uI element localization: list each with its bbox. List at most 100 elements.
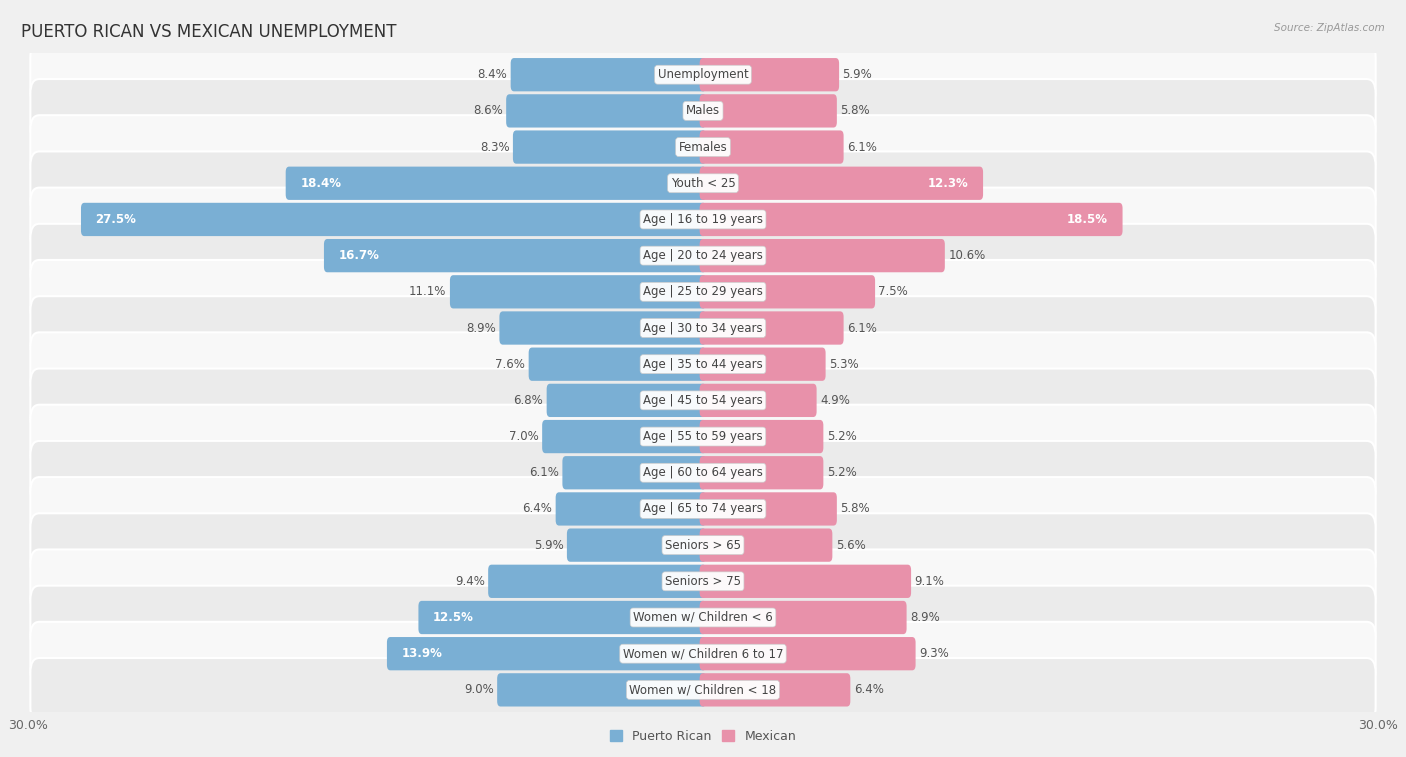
FancyBboxPatch shape — [700, 94, 837, 127]
FancyBboxPatch shape — [31, 188, 1375, 251]
Text: 5.2%: 5.2% — [827, 466, 856, 479]
Text: 6.8%: 6.8% — [513, 394, 543, 407]
FancyBboxPatch shape — [700, 384, 817, 417]
Text: Age | 16 to 19 years: Age | 16 to 19 years — [643, 213, 763, 226]
Text: 9.0%: 9.0% — [464, 684, 494, 696]
FancyBboxPatch shape — [700, 673, 851, 706]
Text: PUERTO RICAN VS MEXICAN UNEMPLOYMENT: PUERTO RICAN VS MEXICAN UNEMPLOYMENT — [21, 23, 396, 41]
FancyBboxPatch shape — [555, 492, 706, 525]
Text: Age | 35 to 44 years: Age | 35 to 44 years — [643, 358, 763, 371]
FancyBboxPatch shape — [700, 167, 983, 200]
Text: 5.3%: 5.3% — [830, 358, 859, 371]
FancyBboxPatch shape — [510, 58, 706, 92]
Text: 7.6%: 7.6% — [495, 358, 526, 371]
FancyBboxPatch shape — [450, 276, 706, 308]
FancyBboxPatch shape — [567, 528, 706, 562]
Text: 5.9%: 5.9% — [842, 68, 872, 81]
Text: Seniors > 65: Seniors > 65 — [665, 539, 741, 552]
Text: 5.2%: 5.2% — [827, 430, 856, 443]
FancyBboxPatch shape — [700, 420, 824, 453]
FancyBboxPatch shape — [700, 58, 839, 92]
Text: Age | 60 to 64 years: Age | 60 to 64 years — [643, 466, 763, 479]
Text: Age | 20 to 24 years: Age | 20 to 24 years — [643, 249, 763, 262]
Legend: Puerto Rican, Mexican: Puerto Rican, Mexican — [605, 724, 801, 748]
FancyBboxPatch shape — [387, 637, 706, 671]
FancyBboxPatch shape — [31, 79, 1375, 143]
Text: 18.4%: 18.4% — [301, 177, 342, 190]
FancyBboxPatch shape — [700, 565, 911, 598]
FancyBboxPatch shape — [31, 332, 1375, 396]
Text: 5.6%: 5.6% — [835, 539, 866, 552]
Text: Women w/ Children 6 to 17: Women w/ Children 6 to 17 — [623, 647, 783, 660]
Text: Youth < 25: Youth < 25 — [671, 177, 735, 190]
Text: Women w/ Children < 6: Women w/ Children < 6 — [633, 611, 773, 624]
FancyBboxPatch shape — [488, 565, 706, 598]
FancyBboxPatch shape — [31, 441, 1375, 505]
FancyBboxPatch shape — [31, 151, 1375, 215]
Text: 9.1%: 9.1% — [914, 575, 945, 587]
FancyBboxPatch shape — [700, 347, 825, 381]
Text: 9.3%: 9.3% — [920, 647, 949, 660]
Text: 6.1%: 6.1% — [529, 466, 560, 479]
Text: 7.5%: 7.5% — [879, 285, 908, 298]
FancyBboxPatch shape — [513, 130, 706, 164]
Text: Age | 55 to 59 years: Age | 55 to 59 years — [643, 430, 763, 443]
Text: Age | 30 to 34 years: Age | 30 to 34 years — [643, 322, 763, 335]
FancyBboxPatch shape — [323, 239, 706, 273]
Text: Source: ZipAtlas.com: Source: ZipAtlas.com — [1274, 23, 1385, 33]
FancyBboxPatch shape — [31, 477, 1375, 540]
FancyBboxPatch shape — [700, 456, 824, 489]
Text: 16.7%: 16.7% — [339, 249, 380, 262]
Text: 8.3%: 8.3% — [479, 141, 509, 154]
FancyBboxPatch shape — [285, 167, 706, 200]
Text: 5.9%: 5.9% — [534, 539, 564, 552]
FancyBboxPatch shape — [31, 369, 1375, 432]
FancyBboxPatch shape — [700, 601, 907, 634]
Text: 11.1%: 11.1% — [409, 285, 447, 298]
FancyBboxPatch shape — [700, 528, 832, 562]
FancyBboxPatch shape — [31, 43, 1375, 107]
FancyBboxPatch shape — [506, 94, 706, 127]
FancyBboxPatch shape — [700, 276, 875, 308]
FancyBboxPatch shape — [31, 513, 1375, 577]
FancyBboxPatch shape — [419, 601, 706, 634]
Text: 8.6%: 8.6% — [472, 104, 503, 117]
FancyBboxPatch shape — [700, 203, 1122, 236]
FancyBboxPatch shape — [31, 405, 1375, 469]
FancyBboxPatch shape — [547, 384, 706, 417]
FancyBboxPatch shape — [499, 311, 706, 344]
FancyBboxPatch shape — [700, 130, 844, 164]
FancyBboxPatch shape — [700, 239, 945, 273]
FancyBboxPatch shape — [543, 420, 706, 453]
Text: 6.1%: 6.1% — [846, 322, 877, 335]
Text: 5.8%: 5.8% — [841, 104, 870, 117]
Text: Males: Males — [686, 104, 720, 117]
Text: Seniors > 75: Seniors > 75 — [665, 575, 741, 587]
FancyBboxPatch shape — [498, 673, 706, 706]
Text: Age | 25 to 29 years: Age | 25 to 29 years — [643, 285, 763, 298]
FancyBboxPatch shape — [31, 658, 1375, 721]
FancyBboxPatch shape — [31, 296, 1375, 360]
Text: 8.9%: 8.9% — [910, 611, 939, 624]
Text: Unemployment: Unemployment — [658, 68, 748, 81]
FancyBboxPatch shape — [31, 260, 1375, 324]
Text: Age | 45 to 54 years: Age | 45 to 54 years — [643, 394, 763, 407]
Text: 18.5%: 18.5% — [1067, 213, 1108, 226]
Text: Females: Females — [679, 141, 727, 154]
Text: 9.4%: 9.4% — [456, 575, 485, 587]
FancyBboxPatch shape — [31, 621, 1375, 686]
FancyBboxPatch shape — [31, 586, 1375, 650]
Text: 7.0%: 7.0% — [509, 430, 538, 443]
FancyBboxPatch shape — [700, 492, 837, 525]
Text: 4.9%: 4.9% — [820, 394, 849, 407]
Text: Age | 65 to 74 years: Age | 65 to 74 years — [643, 503, 763, 516]
Text: 12.5%: 12.5% — [433, 611, 474, 624]
Text: 27.5%: 27.5% — [96, 213, 136, 226]
Text: 6.1%: 6.1% — [846, 141, 877, 154]
Text: 6.4%: 6.4% — [853, 684, 883, 696]
FancyBboxPatch shape — [562, 456, 706, 489]
Text: 6.4%: 6.4% — [523, 503, 553, 516]
FancyBboxPatch shape — [31, 224, 1375, 288]
Text: 13.9%: 13.9% — [402, 647, 443, 660]
FancyBboxPatch shape — [31, 550, 1375, 613]
